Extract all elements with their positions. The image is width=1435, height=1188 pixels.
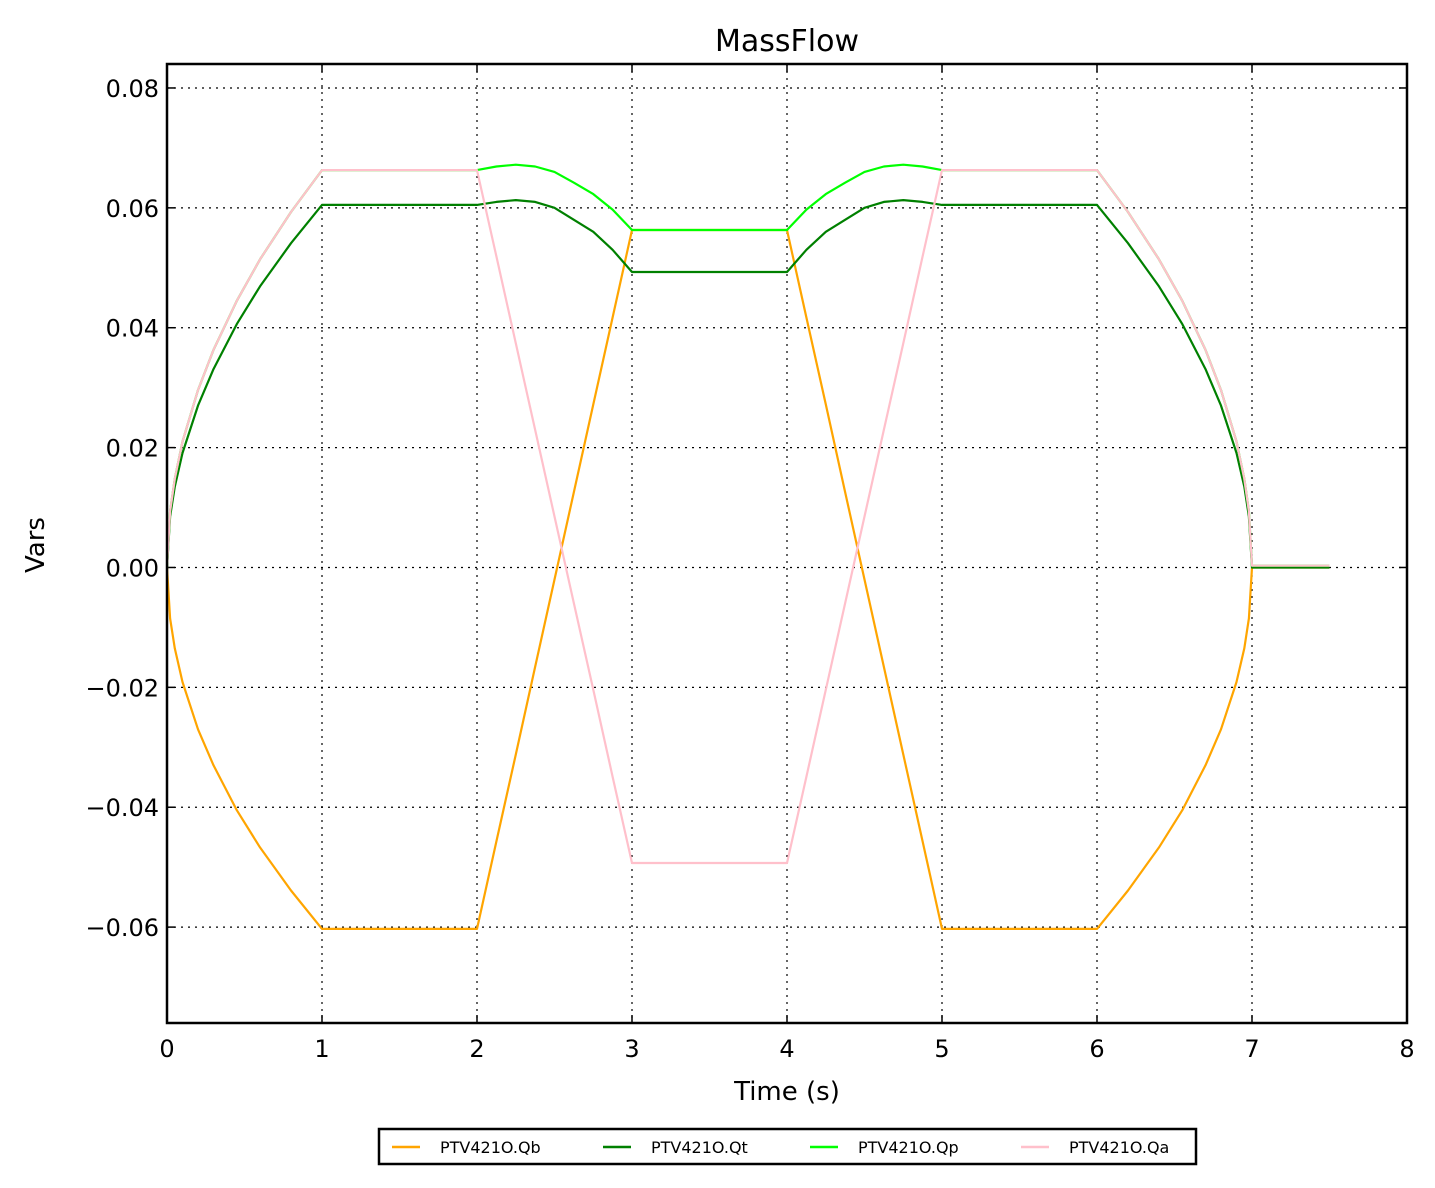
- x-tick-label: 6: [1089, 1035, 1104, 1063]
- legend-label: PTV421O.Qt: [651, 1138, 748, 1157]
- axis-ticks: 0 1 2 3 4 5 6 7 8 −0.06 −0.04 −0.02 0.00 0.02 0.04 0.06…: [85, 64, 1415, 1063]
- x-tick-label: 8: [1399, 1035, 1414, 1063]
- legend-box: [377, 1127, 1198, 1166]
- legend-label: PTV421O.Qa: [1069, 1138, 1169, 1157]
- series-line-ptv421o-qp: [167, 163, 1330, 568]
- legend-label: PTV421O.Qp: [858, 1138, 959, 1157]
- series-line-ptv421o-qt: [167, 199, 1330, 569]
- legend: PTV421O.Qb PTV421O.Qt PTV421O.Qp PTV421O.Qa: [377, 1127, 1198, 1166]
- plot-frame: [165, 62, 1409, 1025]
- x-tick-label: 4: [779, 1035, 794, 1063]
- y-tick-label: −0.04: [85, 794, 159, 822]
- y-tick-label: 0.02: [106, 435, 159, 463]
- grid: [167, 64, 1407, 1023]
- y-tick-label: −0.06: [85, 914, 159, 942]
- chart-title: MassFlow: [715, 24, 859, 59]
- series-lines: [167, 163, 1330, 931]
- y-axis-label: Vars: [21, 517, 51, 573]
- y-tick-label: 0.04: [106, 315, 159, 343]
- x-tick-label: 2: [469, 1035, 484, 1063]
- x-tick-label: 0: [159, 1035, 174, 1063]
- x-tick-label: 5: [934, 1035, 949, 1063]
- x-axis-label: Time (s): [733, 1077, 840, 1107]
- series-line-ptv421o-qb: [167, 228, 1330, 931]
- series-line-ptv421o-qa: [167, 169, 1330, 865]
- y-tick-label: 0.00: [106, 554, 159, 582]
- y-tick-label: 0.08: [106, 75, 159, 103]
- y-tick-label: −0.02: [85, 674, 159, 702]
- legend-label: PTV421O.Qb: [440, 1138, 541, 1157]
- y-tick-label: 0.06: [106, 195, 159, 223]
- x-tick-label: 7: [1244, 1035, 1259, 1063]
- x-tick-label: 3: [624, 1035, 639, 1063]
- x-tick-label: 1: [314, 1035, 329, 1063]
